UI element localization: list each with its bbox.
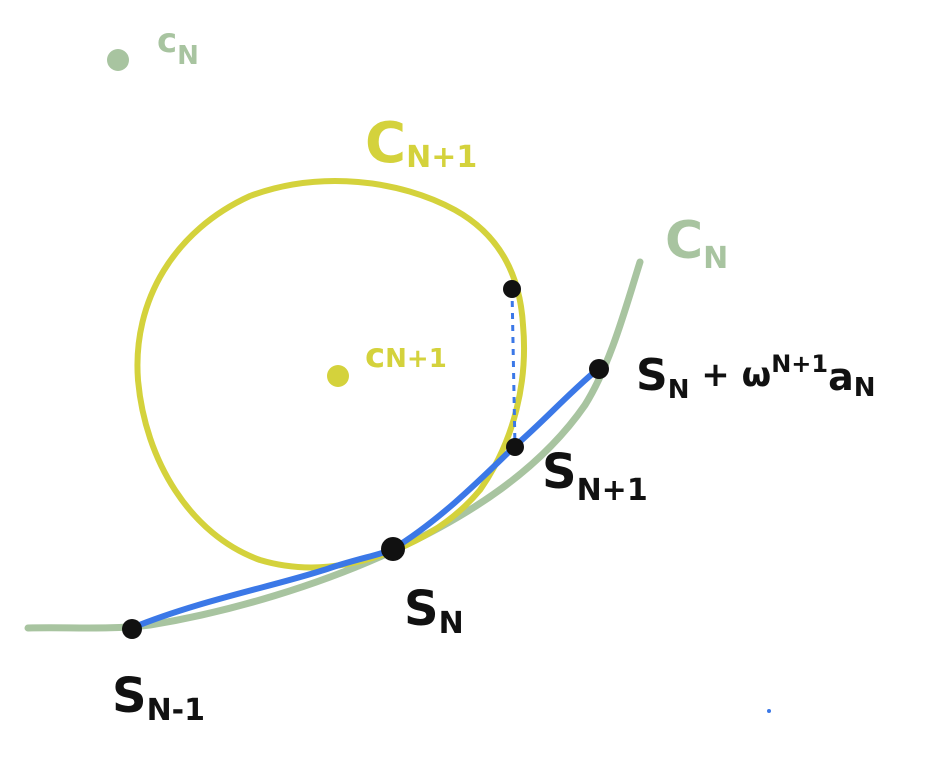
center-c-n <box>107 49 129 71</box>
point-s-n <box>381 537 405 561</box>
circle-c-n-plus-1 <box>134 178 528 571</box>
label-circle-c-n-plus-1: CN+1 <box>365 111 477 176</box>
point-s-n-minus-1 <box>122 619 142 639</box>
path-s-segments <box>129 366 601 631</box>
label-s-n-minus-1: SN-1 <box>112 668 205 728</box>
point-top-circle <box>503 280 521 298</box>
label-s-n: SN <box>404 581 464 641</box>
label-s-n-plus-w: SN + ωN+1aN <box>636 350 876 405</box>
label-center-c-n: cN <box>157 21 199 71</box>
dotted-connector <box>510 288 517 448</box>
label-center-c-n-plus-1: cN+1 <box>365 336 447 376</box>
stray-dot <box>767 709 771 713</box>
label-curve-c-n: CN <box>665 211 728 276</box>
point-s-n-plus-w <box>589 359 609 379</box>
label-s-n-plus-1: SN+1 <box>542 444 648 508</box>
center-c-n-plus-1 <box>327 365 349 387</box>
point-s-n-plus-1 <box>506 438 524 456</box>
